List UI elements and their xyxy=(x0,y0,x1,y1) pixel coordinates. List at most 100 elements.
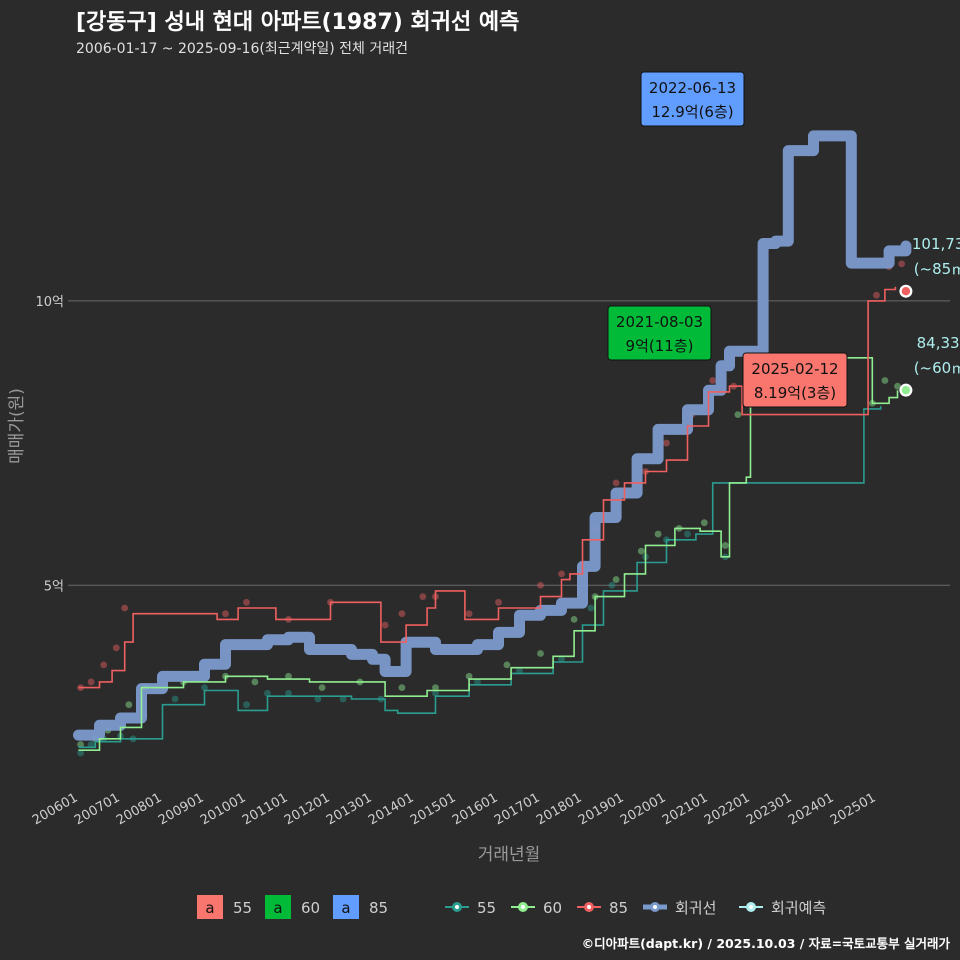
point-55 xyxy=(474,678,481,686)
x-tick-label: 201101 xyxy=(240,790,290,828)
point-55 xyxy=(243,701,250,709)
point-55 xyxy=(264,689,271,697)
points-60 xyxy=(77,354,901,748)
source-caption: ©디아파트(dapt.kr) / 2025.10.03 / 자료=국토교통부 실… xyxy=(581,936,950,951)
legend-key-text: 회귀예측 xyxy=(771,899,826,917)
point-60 xyxy=(700,519,708,527)
x-tick-label: 201401 xyxy=(366,790,416,828)
point-85 xyxy=(612,479,620,487)
point-85 xyxy=(112,644,120,652)
x-tick-label: 201201 xyxy=(282,790,332,828)
y-axis-title: 매매가(원) xyxy=(7,388,27,464)
chart-subtitle: 2006-01-17 ~ 2025-09-16(최근계약일) 전체 거래건 xyxy=(76,41,408,57)
x-tick-label: 200601 xyxy=(30,790,80,828)
point-85 xyxy=(663,439,670,447)
forecast-area-60: (~60㎡) xyxy=(914,359,960,377)
point-55 xyxy=(608,581,616,589)
x-tick-label: 201801 xyxy=(534,790,584,828)
legend: a 55 a 60 a 85 55 60 85 회귀선 회귀예측 xyxy=(197,895,826,919)
forecast-marker-85-core xyxy=(901,287,911,296)
point-60 xyxy=(251,678,259,686)
point-55 xyxy=(516,667,523,674)
point-85 xyxy=(465,610,473,618)
x-tick-label: 201701 xyxy=(492,790,542,828)
point-60 xyxy=(654,530,662,538)
legend-key-dot-core xyxy=(587,905,591,909)
legend-key-text: 60 xyxy=(543,899,562,917)
x-tick-label: 201601 xyxy=(450,790,500,828)
point-60 xyxy=(398,684,406,692)
forecast-value-85: 101,738 xyxy=(912,235,960,253)
annotation-box-85 xyxy=(640,71,745,127)
point-85 xyxy=(898,260,906,268)
point-85 xyxy=(419,593,427,601)
legend-key-dot-core xyxy=(455,905,459,909)
forecast-area-85: (~85㎡) xyxy=(914,260,960,278)
annotation-price-85: 12.9억(6층) xyxy=(651,103,733,121)
legend-key-text: 55 xyxy=(233,899,252,917)
point-85 xyxy=(709,377,717,384)
point-55 xyxy=(432,689,439,697)
point-60 xyxy=(721,542,729,549)
point-60 xyxy=(881,377,889,384)
forecast-marker-60-core xyxy=(901,385,911,395)
point-55 xyxy=(77,749,84,757)
annotation-date-60: 2021-08-03 xyxy=(616,313,703,331)
point-60 xyxy=(894,382,901,390)
point-85 xyxy=(873,291,880,299)
x-axis-title: 거래년월 xyxy=(478,845,541,865)
annotation-price-55: 8.19억(3층) xyxy=(754,384,836,402)
point-60 xyxy=(503,661,511,669)
legend-key-dot-core xyxy=(749,905,753,909)
x-tick-label: 202501 xyxy=(828,790,878,828)
point-60 xyxy=(734,411,742,419)
legend-key-text: 회귀선 xyxy=(675,899,716,917)
annotation-box-60 xyxy=(607,305,712,361)
x-tick-label: 200801 xyxy=(114,790,164,828)
annotation-60: 2021-08-03 9억(11층) xyxy=(607,305,712,361)
legend-key-glyph: a xyxy=(205,899,214,917)
point-60 xyxy=(432,684,439,692)
legend-key-label-55 xyxy=(197,895,223,919)
annotation-price-60: 9억(11층) xyxy=(626,337,694,355)
x-tick-label: 202201 xyxy=(702,790,752,828)
x-tick-label: 202401 xyxy=(786,790,836,828)
point-60 xyxy=(318,684,326,692)
point-55 xyxy=(339,695,347,703)
x-tick-label: 200901 xyxy=(156,790,206,828)
line-55 xyxy=(78,406,882,749)
line-85 xyxy=(78,286,897,689)
point-55 xyxy=(587,604,595,612)
point-85 xyxy=(398,610,406,618)
x-tick-label: 200701 xyxy=(72,790,122,828)
point-85 xyxy=(100,661,108,669)
point-60 xyxy=(125,701,133,709)
chart-title: [강동구] 성내 현대 아파트(1987) 회귀선 예측 xyxy=(76,10,520,35)
point-85 xyxy=(495,598,502,606)
regression-line xyxy=(73,130,912,741)
point-60 xyxy=(537,650,544,657)
point-85 xyxy=(87,678,95,686)
point-55 xyxy=(285,689,292,697)
x-tick-label: 202101 xyxy=(660,790,710,828)
legend-key-text: 55 xyxy=(477,899,496,917)
legend-key-glyph: a xyxy=(273,899,282,917)
point-85 xyxy=(121,604,129,612)
legend-key-label-60 xyxy=(265,895,291,919)
forecast-value-60: 84,333 xyxy=(917,334,960,352)
annotation-box-55 xyxy=(742,352,848,408)
legend-key-dot-core xyxy=(653,905,657,909)
point-55 xyxy=(314,695,322,703)
point-55 xyxy=(87,741,95,748)
annotation-date-55: 2025-02-12 xyxy=(751,360,838,378)
x-tick-label: 201001 xyxy=(198,790,248,828)
legend-key-label-85 xyxy=(333,895,359,919)
y-tick-label: 5억 xyxy=(44,579,64,594)
point-60 xyxy=(77,741,84,748)
x-tick-label: 201501 xyxy=(408,790,458,828)
legend-key-text: 85 xyxy=(609,899,628,917)
point-60 xyxy=(637,547,645,555)
annotation-85: 2022-06-13 12.9억(6층) xyxy=(640,71,745,127)
x-tick-label: 202301 xyxy=(744,790,794,828)
